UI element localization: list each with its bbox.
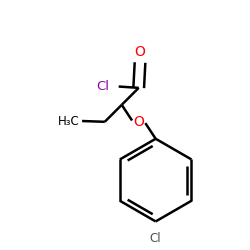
Text: O: O: [133, 115, 144, 129]
Text: H₃C: H₃C: [58, 114, 80, 128]
Text: O: O: [134, 46, 145, 60]
Text: Cl: Cl: [150, 232, 162, 245]
Text: Cl: Cl: [96, 80, 109, 93]
